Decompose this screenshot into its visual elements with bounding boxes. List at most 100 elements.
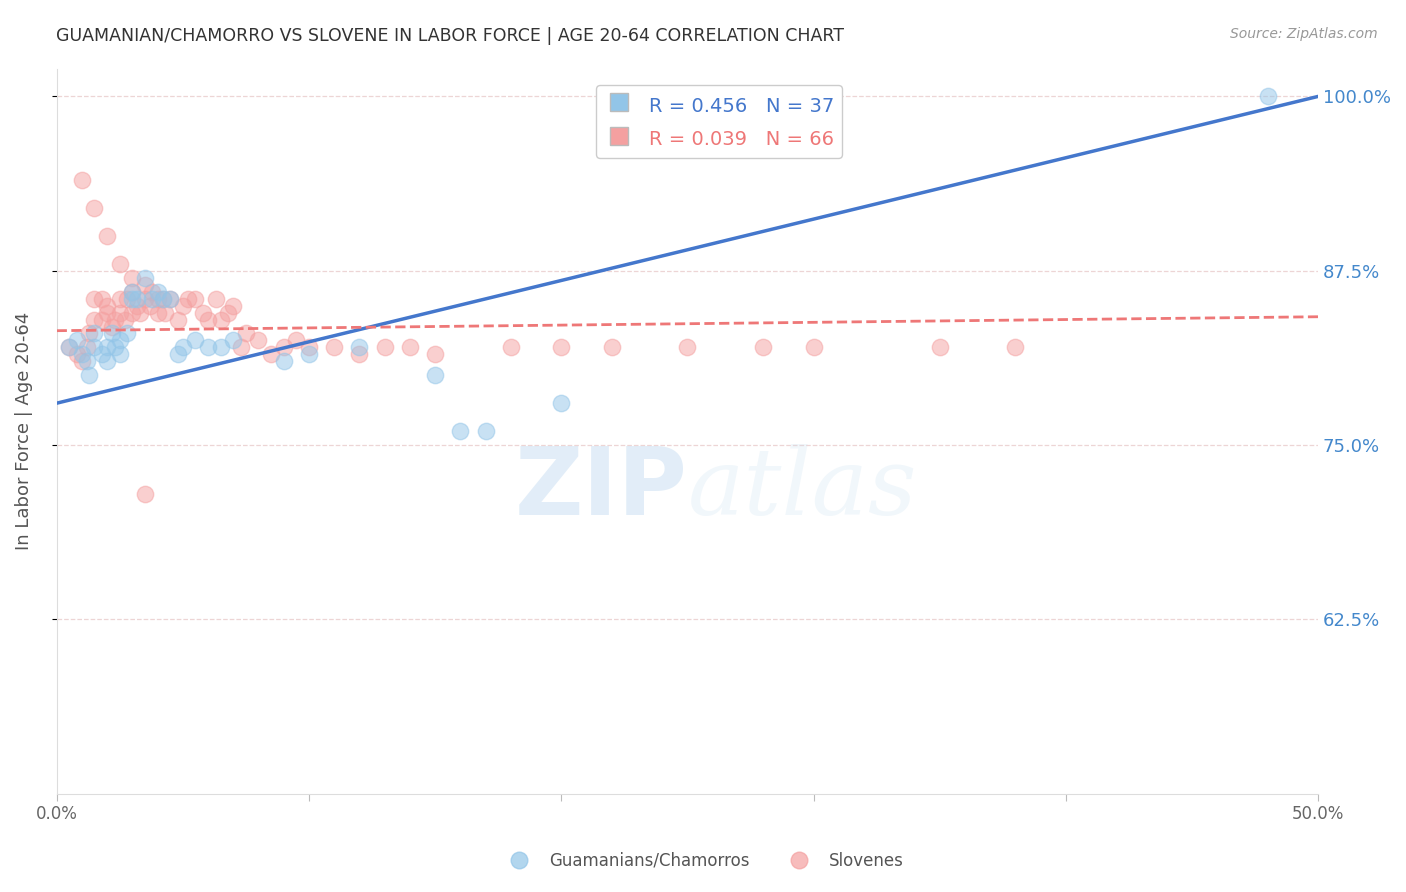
Point <box>108 305 131 319</box>
Point <box>204 292 226 306</box>
Point <box>499 340 522 354</box>
Point <box>114 312 136 326</box>
Point <box>96 305 118 319</box>
Point <box>676 340 699 354</box>
Point <box>108 257 131 271</box>
Point <box>229 340 252 354</box>
Point <box>197 312 219 326</box>
Point <box>127 299 149 313</box>
Point <box>66 334 89 348</box>
Point <box>184 292 207 306</box>
Point <box>141 292 163 306</box>
Point <box>349 347 371 361</box>
Point <box>260 347 283 361</box>
Point <box>83 326 105 341</box>
Point <box>1257 89 1279 103</box>
Text: ZIP: ZIP <box>515 443 688 535</box>
Point <box>146 285 169 299</box>
Point <box>159 292 181 306</box>
Point <box>222 334 245 348</box>
Point <box>134 277 156 292</box>
Point <box>121 285 143 299</box>
Point <box>166 312 188 326</box>
Point <box>91 347 114 361</box>
Point <box>474 424 496 438</box>
Point <box>177 292 200 306</box>
Point <box>1004 340 1026 354</box>
Point <box>117 326 139 341</box>
Point <box>70 354 93 368</box>
Point <box>83 201 105 215</box>
Point <box>159 292 181 306</box>
Point <box>108 347 131 361</box>
Point <box>96 340 118 354</box>
Text: atlas: atlas <box>688 444 917 534</box>
Point <box>153 305 176 319</box>
Point <box>298 340 321 354</box>
Y-axis label: In Labor Force | Age 20-64: In Labor Force | Age 20-64 <box>15 312 32 550</box>
Legend: R = 0.456   N = 37, R = 0.039   N = 66: R = 0.456 N = 37, R = 0.039 N = 66 <box>596 86 842 158</box>
Point <box>184 334 207 348</box>
Point <box>108 334 131 348</box>
Point <box>166 347 188 361</box>
Point <box>108 292 131 306</box>
Point <box>217 305 239 319</box>
Point <box>273 340 295 354</box>
Point <box>121 305 143 319</box>
Point <box>70 173 93 187</box>
Point <box>91 312 114 326</box>
Text: Source: ZipAtlas.com: Source: ZipAtlas.com <box>1230 27 1378 41</box>
Point <box>172 299 194 313</box>
Point <box>374 340 396 354</box>
Point <box>209 312 232 326</box>
Point <box>285 334 308 348</box>
Point <box>235 326 257 341</box>
Point <box>66 347 89 361</box>
Point <box>117 292 139 306</box>
Point <box>803 340 825 354</box>
Point <box>191 305 214 319</box>
Point <box>423 368 446 383</box>
Point <box>96 228 118 243</box>
Point <box>273 354 295 368</box>
Point <box>146 292 169 306</box>
Point <box>83 312 105 326</box>
Point <box>134 270 156 285</box>
Point <box>96 299 118 313</box>
Point <box>349 340 371 354</box>
Point <box>550 340 572 354</box>
Point <box>58 340 80 354</box>
Point <box>91 292 114 306</box>
Point <box>101 326 124 341</box>
Point <box>121 270 143 285</box>
Point <box>172 340 194 354</box>
Point <box>128 305 150 319</box>
Point <box>298 347 321 361</box>
Point <box>134 292 156 306</box>
Point <box>222 299 245 313</box>
Point <box>121 285 143 299</box>
Point <box>146 305 169 319</box>
Point <box>121 292 143 306</box>
Point <box>928 340 950 354</box>
Point <box>197 340 219 354</box>
Point <box>70 347 93 361</box>
Point <box>423 347 446 361</box>
Point <box>152 292 174 306</box>
Point <box>104 312 127 326</box>
Point <box>209 340 232 354</box>
Point <box>83 292 105 306</box>
Text: GUAMANIAN/CHAMORRO VS SLOVENE IN LABOR FORCE | AGE 20-64 CORRELATION CHART: GUAMANIAN/CHAMORRO VS SLOVENE IN LABOR F… <box>56 27 844 45</box>
Point <box>83 340 105 354</box>
Point <box>550 396 572 410</box>
Point <box>398 340 420 354</box>
Point <box>76 354 98 368</box>
Point <box>141 285 163 299</box>
Point <box>101 319 124 334</box>
Point <box>79 326 101 341</box>
Point <box>752 340 775 354</box>
Point <box>449 424 471 438</box>
Point <box>247 334 270 348</box>
Point <box>96 354 118 368</box>
Point <box>79 368 101 383</box>
